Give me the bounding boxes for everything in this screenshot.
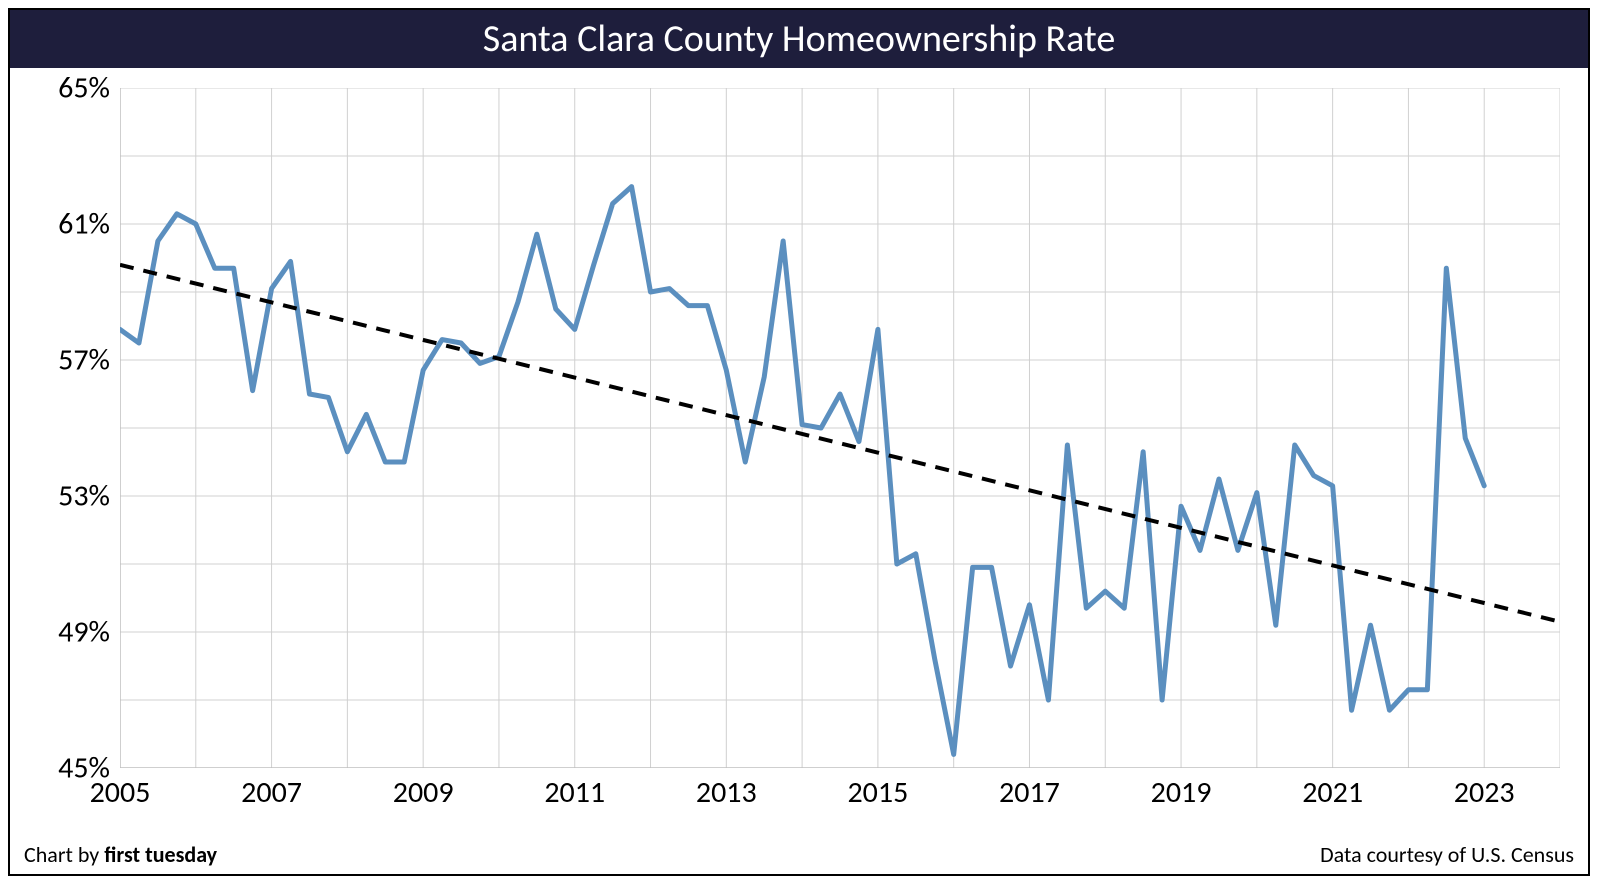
x-tick-label: 2021 bbox=[1302, 774, 1363, 811]
x-tick-label: 2019 bbox=[1151, 774, 1212, 811]
attribution-left: Chart by first tuesday bbox=[24, 841, 217, 868]
x-tick-label: 2005 bbox=[90, 774, 151, 811]
y-tick-label: 61% bbox=[30, 206, 110, 243]
x-tick-label: 2009 bbox=[393, 774, 454, 811]
x-tick-label: 2023 bbox=[1454, 774, 1515, 811]
attribution-brand: first tuesday bbox=[104, 841, 217, 868]
x-tick-label: 2017 bbox=[999, 774, 1060, 811]
data-line bbox=[120, 187, 1484, 755]
chart-frame: Santa Clara County Homeownership Rate 45… bbox=[8, 8, 1590, 876]
x-tick-label: 2015 bbox=[847, 774, 908, 811]
attribution-prefix: Chart by bbox=[24, 841, 104, 868]
chart-title-bar: Santa Clara County Homeownership Rate bbox=[10, 10, 1588, 68]
y-tick-label: 53% bbox=[30, 478, 110, 515]
trendline bbox=[120, 265, 1560, 622]
chart-title: Santa Clara County Homeownership Rate bbox=[483, 16, 1116, 62]
plot-series bbox=[120, 88, 1560, 768]
x-tick-label: 2013 bbox=[696, 774, 757, 811]
y-tick-label: 65% bbox=[30, 70, 110, 107]
y-tick-label: 57% bbox=[30, 342, 110, 379]
x-tick-label: 2007 bbox=[241, 774, 302, 811]
x-tick-label: 2011 bbox=[544, 774, 605, 811]
y-tick-label: 49% bbox=[30, 614, 110, 651]
attribution-right: Data courtesy of U.S. Census bbox=[1320, 841, 1574, 868]
